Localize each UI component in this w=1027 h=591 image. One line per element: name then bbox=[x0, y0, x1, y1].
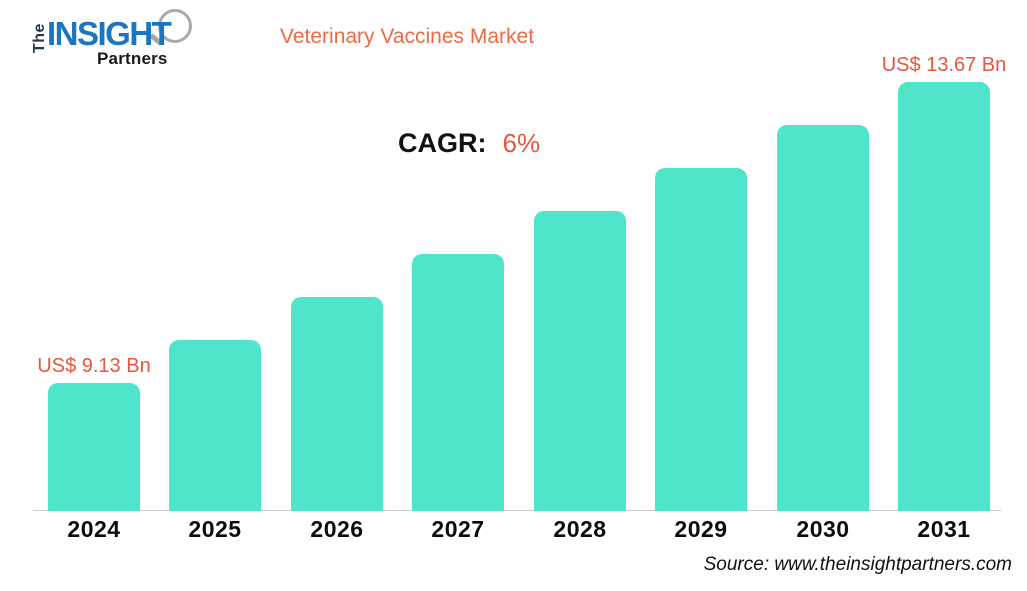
bar-2027 bbox=[412, 254, 504, 511]
x-tick-2024: 2024 bbox=[67, 516, 121, 542]
insight-partners-logo: The INSIGHT Partners bbox=[0, 0, 210, 85]
x-tick-2031: 2031 bbox=[917, 516, 971, 542]
x-tick-2029: 2029 bbox=[674, 516, 728, 542]
cagr-label: CAGR: bbox=[398, 128, 487, 158]
value-label-2031: US$ 13.67 Bn bbox=[881, 54, 1007, 76]
x-tick-2028: 2028 bbox=[553, 516, 607, 542]
x-tick-2030: 2030 bbox=[796, 516, 850, 542]
bar-2026 bbox=[291, 297, 383, 511]
bar-2024 bbox=[48, 383, 140, 511]
x-tick-2025: 2025 bbox=[188, 516, 242, 542]
bar-2030 bbox=[777, 125, 869, 511]
bar-2031 bbox=[898, 82, 990, 511]
cagr-callout: CAGR: 6% bbox=[398, 128, 540, 159]
x-tick-2026: 2026 bbox=[310, 516, 364, 542]
x-axis-line bbox=[33, 510, 1001, 511]
bar-2025 bbox=[169, 340, 261, 511]
bar-2029 bbox=[655, 168, 747, 511]
x-tick-2027: 2027 bbox=[431, 516, 485, 542]
chart-title: Veterinary Vaccines Market bbox=[280, 25, 535, 48]
magnifier-icon bbox=[158, 9, 192, 43]
logo-insight-text: INSIGHT bbox=[47, 15, 172, 52]
source-text: Source: www.theinsightpartners.com bbox=[703, 554, 1012, 575]
value-label-2024: US$ 9.13 Bn bbox=[37, 355, 151, 377]
cagr-value: 6% bbox=[502, 128, 541, 158]
bar-2028 bbox=[534, 211, 626, 511]
logo-partners-text: Partners bbox=[97, 49, 168, 68]
